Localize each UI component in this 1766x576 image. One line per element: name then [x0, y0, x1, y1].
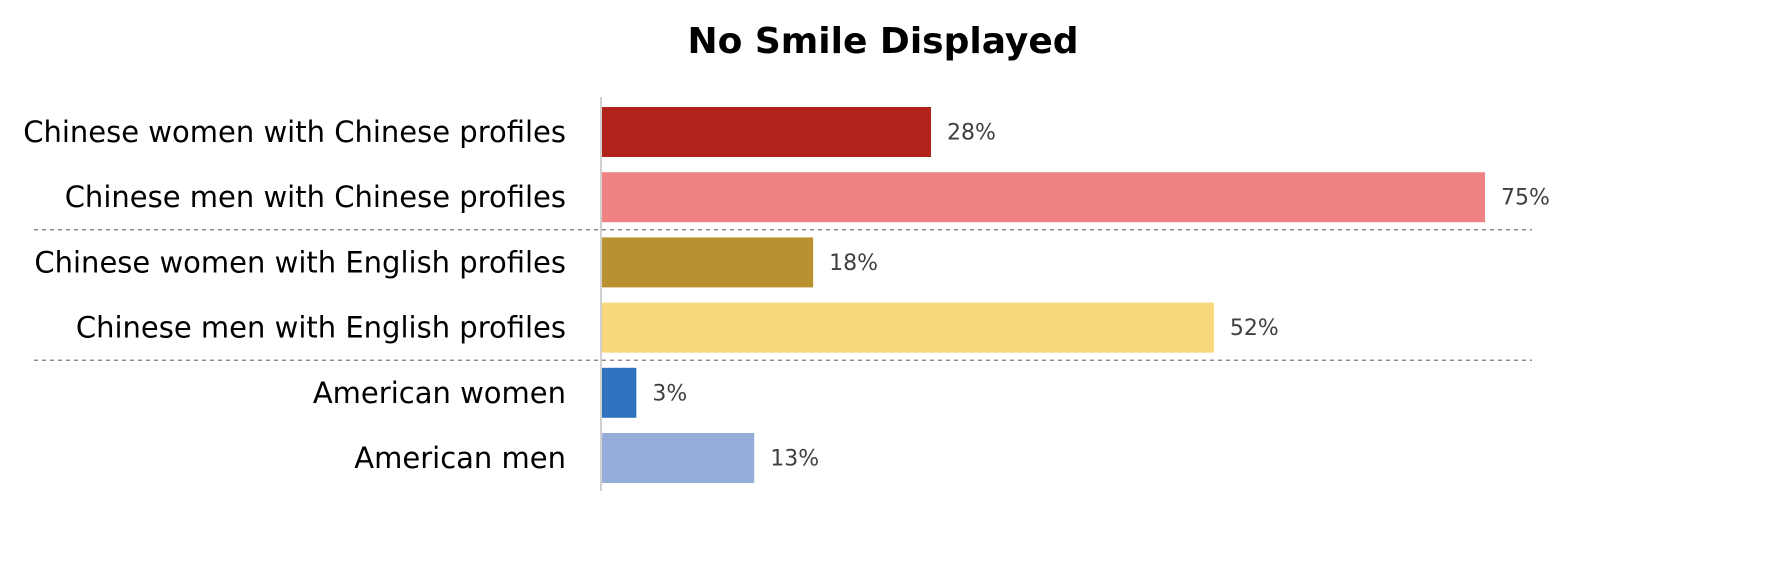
- bar-1: [601, 107, 932, 157]
- bar-6: [601, 433, 755, 483]
- category-label: Chinese women with English profiles: [34, 245, 566, 279]
- bar-4: [601, 302, 1214, 353]
- data-label: 52%: [1230, 316, 1279, 341]
- bar-3: [601, 237, 814, 288]
- data-label: 13%: [770, 447, 819, 472]
- category-label: American women: [313, 376, 566, 410]
- data-label: 75%: [1501, 186, 1550, 211]
- bar-5: [601, 367, 637, 418]
- bars: [601, 107, 1485, 483]
- value-labels: 28% 75% 18% 52% 3% 13%: [652, 121, 1550, 472]
- data-label: 18%: [829, 251, 878, 276]
- category-label: Chinese men with Chinese profiles: [65, 180, 566, 214]
- group-separators: [34, 229, 1532, 361]
- data-label: 28%: [947, 121, 996, 146]
- bar-2: [601, 172, 1485, 223]
- category-labels: Chinese women with Chinese profiles Chine…: [23, 115, 566, 475]
- category-label: Chinese women with Chinese profiles: [23, 115, 566, 149]
- chart-title: No Smile Displayed: [687, 21, 1079, 62]
- category-label: American men: [354, 441, 566, 475]
- data-label: 3%: [652, 381, 687, 406]
- category-label: Chinese men with English profiles: [76, 311, 566, 345]
